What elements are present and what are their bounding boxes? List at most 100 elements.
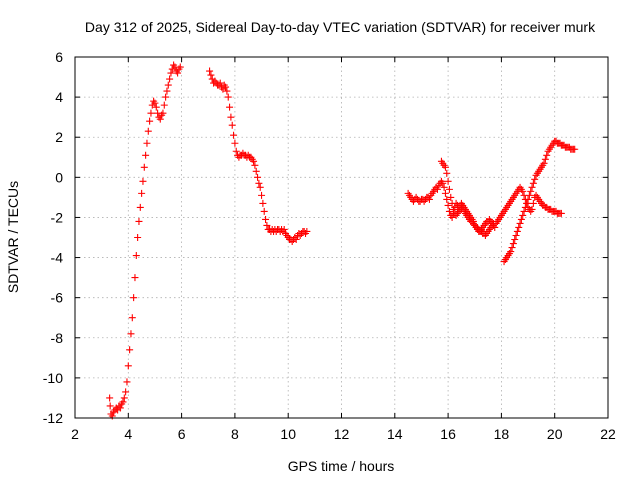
x-tick-label: 8 [231, 426, 239, 442]
data-point [508, 244, 516, 252]
data-point [139, 177, 147, 185]
data-point [144, 127, 152, 135]
data-point [152, 103, 160, 111]
data-point [445, 207, 453, 215]
series-segment-3 [404, 177, 565, 235]
data-point [174, 69, 182, 77]
data-point [216, 79, 224, 87]
data-point [263, 221, 271, 229]
data-point [443, 169, 451, 177]
data-point [512, 231, 520, 239]
data-point [441, 163, 449, 171]
chart-title: Day 312 of 2025, Sidereal Day-to-day VTE… [85, 19, 596, 35]
data-point [131, 274, 139, 282]
data-point [529, 199, 537, 207]
y-tick-label: 6 [55, 49, 63, 65]
data-point [252, 167, 260, 175]
data-point [123, 378, 131, 386]
data-point [507, 248, 515, 256]
data-point [459, 203, 467, 211]
data-point [444, 177, 452, 185]
data-point [140, 163, 148, 171]
data-point [258, 191, 266, 199]
data-point [303, 227, 311, 235]
axis-ticks: 2 4 6 8 10 12 14 16 18 20 22 -12 -10 -8 -6 -4 -2 0 2 4 6 [43, 49, 616, 442]
data-point [151, 99, 159, 107]
data-points [106, 61, 579, 420]
data-point [519, 211, 527, 219]
data-point [517, 215, 525, 223]
data-point [528, 183, 536, 191]
x-tick-label: 20 [547, 426, 563, 442]
data-point [164, 81, 172, 89]
series-segment-1 [106, 61, 184, 420]
data-point [163, 87, 171, 95]
data-point [116, 404, 124, 412]
data-point [489, 219, 497, 227]
x-tick-label: 4 [124, 426, 132, 442]
data-point [206, 67, 214, 75]
y-tick-label: -10 [43, 370, 63, 386]
data-point [254, 173, 262, 181]
data-point [132, 252, 140, 260]
data-point [162, 93, 170, 101]
y-tick-label: -12 [43, 410, 63, 426]
data-point [119, 398, 127, 406]
data-point [260, 207, 268, 215]
data-point [250, 157, 258, 165]
data-point [167, 69, 175, 77]
data-point [524, 195, 532, 203]
data-point [231, 139, 239, 147]
data-point [230, 131, 238, 139]
data-point [520, 207, 528, 215]
data-point [147, 109, 155, 117]
data-point [292, 236, 300, 244]
data-point [124, 362, 132, 370]
data-point [255, 179, 263, 187]
data-point [127, 330, 135, 338]
data-point [513, 227, 521, 235]
data-point [142, 151, 150, 159]
data-point [440, 183, 448, 191]
x-tick-label: 22 [600, 426, 616, 442]
data-point [251, 161, 259, 169]
data-point [146, 117, 154, 125]
y-tick-label: 4 [55, 89, 63, 105]
x-tick-label: 18 [494, 426, 510, 442]
data-point [223, 87, 231, 95]
data-point [176, 63, 184, 71]
data-point [448, 199, 456, 207]
data-point [256, 183, 264, 191]
data-point [262, 215, 270, 223]
series-segment-4 [437, 157, 497, 239]
x-tick-label: 10 [280, 426, 296, 442]
grid [75, 57, 608, 418]
data-point [521, 203, 529, 211]
x-axis-label: GPS time / hours [288, 458, 395, 474]
data-point [228, 121, 236, 129]
data-point [540, 159, 548, 167]
data-point [207, 71, 215, 79]
y-tick-label: -6 [51, 290, 64, 306]
data-point [226, 103, 234, 111]
data-point [443, 195, 451, 203]
data-point [444, 201, 452, 209]
data-point [134, 234, 142, 241]
data-point [259, 199, 267, 207]
data-point [126, 346, 134, 354]
data-point [523, 199, 531, 207]
x-tick-label: 6 [178, 426, 186, 442]
series-segment-2 [206, 67, 311, 246]
data-point [531, 175, 539, 183]
data-point [222, 83, 230, 91]
data-point [445, 185, 453, 193]
data-point [136, 203, 144, 211]
data-point [528, 205, 536, 213]
series-segment-5 [500, 137, 579, 266]
y-tick-label: -8 [51, 330, 64, 346]
data-point [529, 179, 537, 187]
data-point [232, 147, 240, 155]
data-point [122, 388, 130, 396]
data-point [425, 195, 433, 203]
